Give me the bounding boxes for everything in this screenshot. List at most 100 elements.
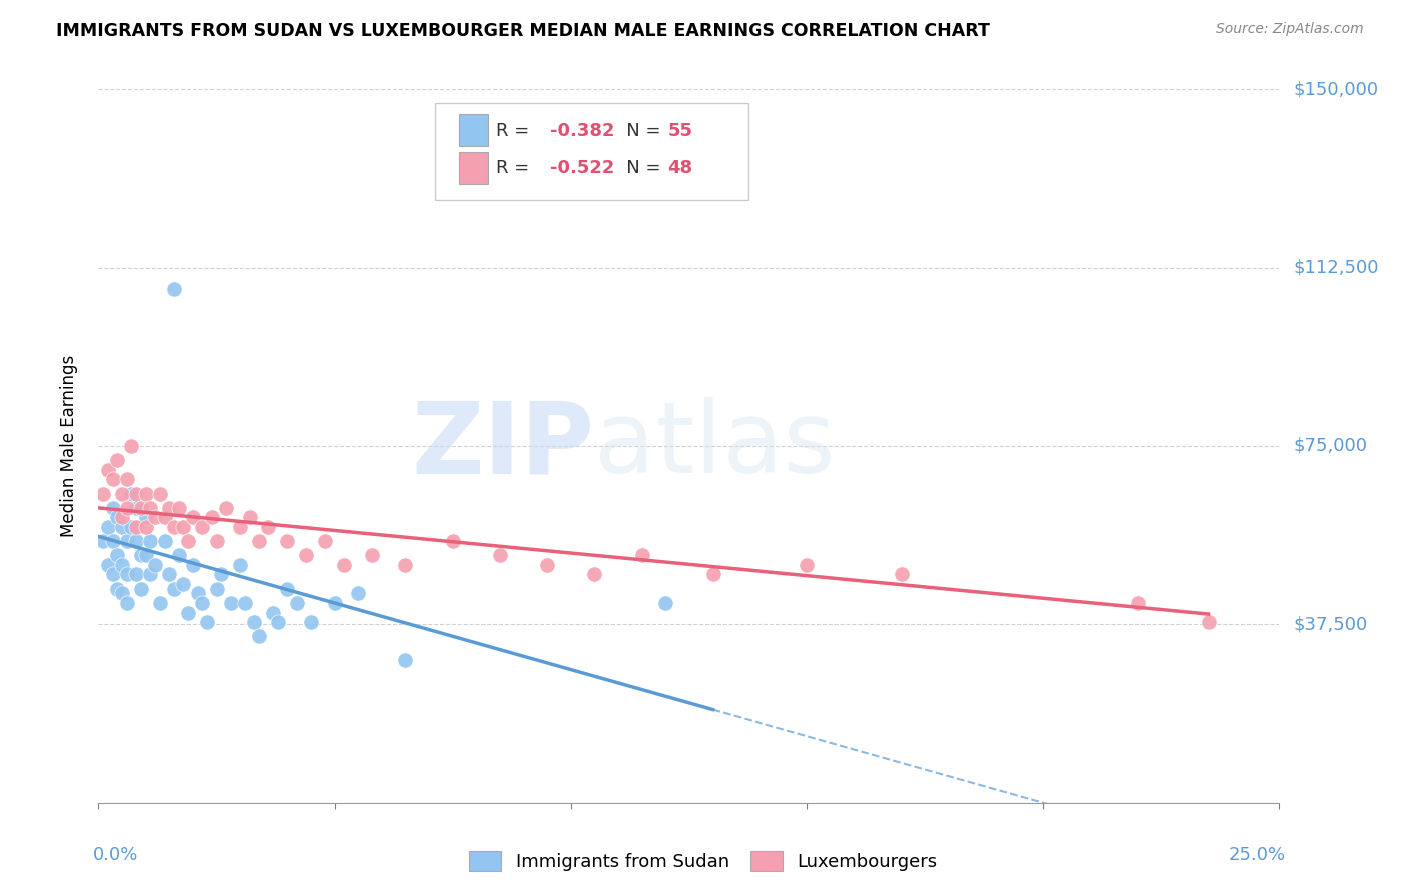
- Point: [125, 534, 148, 549]
- Point: [105, 453, 128, 467]
- Point: [191, 520, 214, 534]
- Point: [105, 582, 128, 596]
- Point: [181, 558, 204, 572]
- Point: [125, 520, 148, 534]
- Text: Source: ZipAtlas.com: Source: ZipAtlas.com: [1216, 22, 1364, 37]
- Point: [149, 596, 172, 610]
- Point: [177, 534, 200, 549]
- Text: -0.382: -0.382: [550, 121, 614, 139]
- Point: [323, 596, 346, 610]
- Point: [115, 567, 138, 582]
- Text: 55: 55: [668, 121, 693, 139]
- Point: [177, 606, 200, 620]
- Point: [129, 582, 152, 596]
- Point: [111, 510, 134, 524]
- Point: [205, 534, 228, 549]
- Point: [219, 596, 242, 610]
- Point: [299, 615, 322, 629]
- Point: [115, 596, 138, 610]
- Point: [101, 567, 124, 582]
- Point: [796, 558, 818, 572]
- Point: [361, 549, 384, 563]
- Point: [172, 520, 194, 534]
- Point: [153, 534, 176, 549]
- Point: [143, 510, 166, 524]
- Text: ZIP: ZIP: [412, 398, 595, 494]
- Point: [143, 558, 166, 572]
- Point: [167, 500, 190, 515]
- Point: [121, 439, 143, 453]
- Point: [101, 500, 124, 515]
- Point: [139, 500, 162, 515]
- Point: [115, 534, 138, 549]
- Point: [201, 510, 224, 524]
- Point: [630, 549, 652, 563]
- Point: [97, 463, 120, 477]
- Point: [91, 534, 114, 549]
- Text: $75,000: $75,000: [1294, 437, 1368, 455]
- Text: N =: N =: [609, 121, 666, 139]
- Text: R =: R =: [496, 160, 536, 178]
- Point: [441, 534, 464, 549]
- FancyBboxPatch shape: [458, 114, 488, 146]
- Point: [276, 582, 298, 596]
- Text: -0.522: -0.522: [550, 160, 614, 178]
- Point: [262, 606, 284, 620]
- Point: [129, 500, 152, 515]
- Point: [163, 582, 186, 596]
- Point: [125, 486, 148, 500]
- Point: [139, 534, 162, 549]
- Point: [135, 510, 157, 524]
- Text: R =: R =: [496, 121, 536, 139]
- Point: [394, 558, 416, 572]
- Point: [583, 567, 606, 582]
- Legend: Immigrants from Sudan, Luxembourgers: Immigrants from Sudan, Luxembourgers: [461, 844, 945, 879]
- Text: 48: 48: [668, 160, 693, 178]
- Y-axis label: Median Male Earnings: Median Male Earnings: [59, 355, 77, 537]
- Point: [115, 500, 138, 515]
- Point: [890, 567, 912, 582]
- Point: [229, 520, 252, 534]
- Point: [347, 586, 370, 600]
- Point: [101, 534, 124, 549]
- Point: [129, 549, 152, 563]
- Point: [172, 577, 194, 591]
- Point: [257, 520, 280, 534]
- Point: [111, 520, 134, 534]
- Point: [157, 567, 180, 582]
- Point: [233, 596, 256, 610]
- Point: [91, 486, 114, 500]
- Point: [1126, 596, 1149, 610]
- Point: [295, 549, 318, 563]
- Point: [97, 558, 120, 572]
- Point: [209, 567, 232, 582]
- FancyBboxPatch shape: [458, 152, 488, 184]
- Point: [167, 549, 190, 563]
- Point: [153, 510, 176, 524]
- FancyBboxPatch shape: [434, 103, 748, 200]
- Text: N =: N =: [609, 160, 666, 178]
- Point: [135, 520, 157, 534]
- Point: [489, 549, 512, 563]
- Point: [125, 500, 148, 515]
- Point: [333, 558, 356, 572]
- Point: [394, 653, 416, 667]
- Point: [149, 486, 172, 500]
- Point: [163, 282, 186, 296]
- Text: IMMIGRANTS FROM SUDAN VS LUXEMBOURGER MEDIAN MALE EARNINGS CORRELATION CHART: IMMIGRANTS FROM SUDAN VS LUXEMBOURGER ME…: [56, 22, 990, 40]
- Point: [111, 486, 134, 500]
- Point: [101, 472, 124, 486]
- Point: [105, 549, 128, 563]
- Point: [215, 500, 238, 515]
- Text: 25.0%: 25.0%: [1229, 846, 1285, 863]
- Point: [121, 520, 143, 534]
- Point: [97, 520, 120, 534]
- Point: [267, 615, 290, 629]
- Point: [654, 596, 676, 610]
- Point: [135, 486, 157, 500]
- Point: [285, 596, 308, 610]
- Point: [157, 500, 180, 515]
- Point: [239, 510, 262, 524]
- Point: [111, 586, 134, 600]
- Point: [314, 534, 336, 549]
